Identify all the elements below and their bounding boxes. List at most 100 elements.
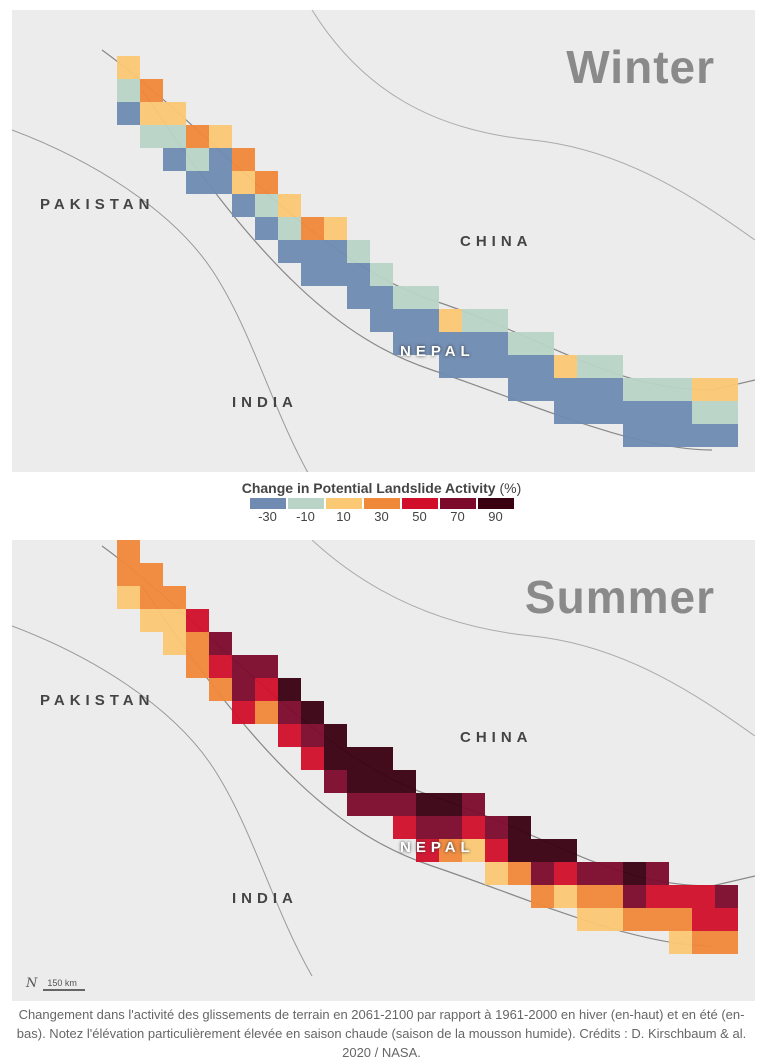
landslide-cell (278, 724, 301, 747)
landslide-cell (393, 309, 416, 332)
landslide-cell (554, 839, 577, 862)
border-line (12, 625, 313, 977)
landslide-cell (669, 908, 692, 931)
border-line (311, 540, 755, 737)
landslide-cell (508, 378, 531, 401)
landslide-cell (554, 885, 577, 908)
legend-swatch (325, 498, 362, 509)
label-pakistan: PAKISTAN (40, 692, 155, 709)
landslide-cell (623, 424, 646, 447)
landslide-cell (209, 148, 232, 171)
legend-label: 30 (374, 509, 389, 524)
landslide-cell (715, 885, 738, 908)
legend-swatch (477, 498, 514, 509)
landslide-cell (347, 286, 370, 309)
landslide-cell (370, 770, 393, 793)
landslide-cell (163, 102, 186, 125)
landslide-cell (692, 378, 715, 401)
landslide-cell (485, 355, 508, 378)
landslide-cell (117, 56, 140, 79)
landslide-cell (715, 908, 738, 931)
label-pakistan: PAKISTAN (40, 196, 155, 213)
landslide-cell (117, 586, 140, 609)
landslide-cell (416, 793, 439, 816)
landslide-cell (370, 263, 393, 286)
landslide-cell (669, 401, 692, 424)
landslide-cell (163, 586, 186, 609)
landslide-cell (531, 862, 554, 885)
landslide-cell (232, 194, 255, 217)
legend-swatch (363, 498, 400, 509)
landslide-cell (508, 862, 531, 885)
landslide-cell (646, 862, 669, 885)
landslide-cell (646, 424, 669, 447)
landslide-cell (186, 632, 209, 655)
legend-class: 10 (325, 498, 362, 524)
landslide-cell (692, 885, 715, 908)
landslide-cell (232, 678, 255, 701)
landslide-cell (416, 839, 439, 862)
landslide-cell (301, 747, 324, 770)
legend-swatch (287, 498, 324, 509)
landslide-cell (623, 378, 646, 401)
landslide-cell (462, 816, 485, 839)
landslide-cell (232, 148, 255, 171)
landslide-cell (347, 793, 370, 816)
landslide-cell (508, 332, 531, 355)
landslide-cell (186, 655, 209, 678)
border-line (12, 129, 309, 472)
landslide-cell (232, 171, 255, 194)
legend-swatches: -30 -10 10 30 50 70 90 (0, 498, 763, 524)
landslide-cell (416, 309, 439, 332)
landslide-cell (324, 724, 347, 747)
landslide-cell (163, 125, 186, 148)
landslide-cell (117, 540, 140, 563)
landslide-cell (554, 862, 577, 885)
landslide-cell (577, 908, 600, 931)
landslide-cell (163, 148, 186, 171)
landslide-cell (140, 79, 163, 102)
legend-swatch (249, 498, 286, 509)
landslide-cell (393, 332, 416, 355)
landslide-cell (439, 793, 462, 816)
landslide-cell (324, 240, 347, 263)
landslide-cell (600, 908, 623, 931)
landslide-cell (531, 332, 554, 355)
legend-class: -10 (287, 498, 324, 524)
landslide-cell (347, 263, 370, 286)
landslide-cell (462, 839, 485, 862)
landslide-cell (347, 770, 370, 793)
landslide-cell (209, 171, 232, 194)
landslide-cell (439, 309, 462, 332)
landslide-cell (485, 332, 508, 355)
landslide-cell (531, 885, 554, 908)
landslide-cell (301, 263, 324, 286)
season-title: Winter (566, 41, 715, 93)
landslide-cell (393, 770, 416, 793)
winter-map-canvas (12, 10, 755, 472)
landslide-cell (117, 102, 140, 125)
landslide-cell (462, 309, 485, 332)
landslide-cell (117, 563, 140, 586)
landslide-cell (163, 609, 186, 632)
landslide-cell (209, 655, 232, 678)
landslide-cell (669, 931, 692, 954)
landslide-cell (140, 125, 163, 148)
winter-map: Winter PAKISTAN CHINA INDIA NEPAL (12, 10, 755, 472)
landslide-cell (623, 908, 646, 931)
landslide-cell (646, 908, 669, 931)
legend-label: -10 (296, 509, 315, 524)
landslide-cell (623, 885, 646, 908)
landslide-cell (531, 378, 554, 401)
landslide-cell (255, 678, 278, 701)
landslide-cell (531, 839, 554, 862)
legend-class: -30 (249, 498, 286, 524)
scale-bar: N 150 km (26, 976, 85, 991)
landslide-cell (347, 747, 370, 770)
landslide-cell (255, 701, 278, 724)
label-china: CHINA (460, 729, 533, 746)
landslide-cell (186, 125, 209, 148)
landslide-cell (393, 816, 416, 839)
landslide-cell (278, 701, 301, 724)
landslide-cell (669, 378, 692, 401)
